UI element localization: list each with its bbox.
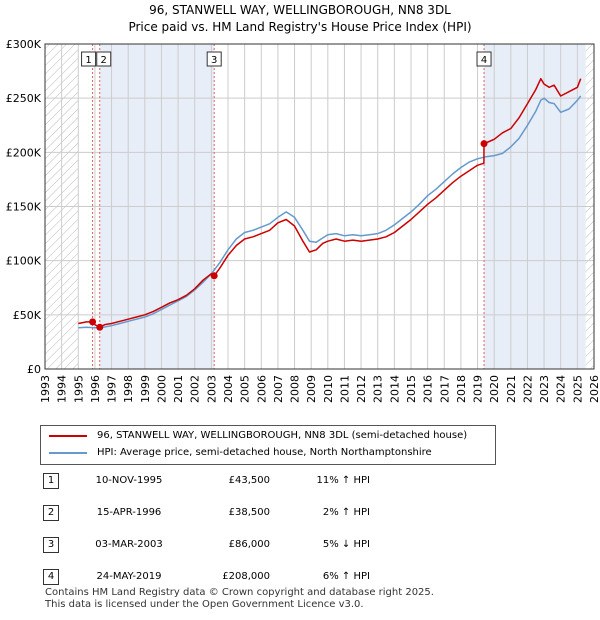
sale-number: 4 [43, 569, 59, 585]
sale-price: £86,000 [228, 539, 270, 550]
y-tick-label: £250K [6, 92, 42, 105]
x-tick-label: 2023 [538, 375, 551, 403]
x-tick-label: 2004 [222, 375, 235, 403]
y-tick-label: £50K [13, 309, 42, 322]
sale-number-box [206, 51, 222, 67]
sale-number-box [81, 51, 97, 67]
sale-number-box [96, 51, 112, 67]
x-tick-label: 2021 [505, 375, 518, 403]
legend-hpi-label: HPI: Average price, semi-detached house,… [97, 447, 432, 458]
x-tick-label: 2024 [555, 375, 568, 403]
legend: 96, STANWELL WAY, WELLINGBOROUGH, NN8 3D… [40, 425, 496, 465]
sale-row: 4 24-MAY-2019 £208,000 6% ↑ HPI [40, 567, 480, 587]
sale-price: £43,500 [228, 475, 270, 486]
sale-number: 3 [43, 537, 59, 553]
axes [44, 43, 595, 370]
x-tick-label: 1997 [106, 375, 119, 403]
sale-row: 3 03-MAR-2003 £86,000 5% ↓ HPI [40, 535, 480, 555]
gridlines [44, 43, 595, 370]
y-tick-label: £100K [6, 255, 42, 268]
sale-hpi-diff: 2% ↑ HPI [322, 507, 370, 518]
x-tick-label: 2006 [255, 375, 268, 403]
sale-marker [480, 140, 488, 148]
x-tick-label: 2007 [272, 375, 285, 403]
legend-item-price: 96, STANWELL WAY, WELLINGBOROUGH, NN8 3D… [49, 428, 467, 444]
x-tick-label: 2018 [455, 375, 468, 403]
footer-line-1: Contains HM Land Registry data © Crown c… [45, 587, 434, 598]
x-tick-label: 2002 [189, 375, 202, 403]
x-tick-label: 2016 [422, 375, 435, 403]
series-lines [78, 77, 582, 329]
x-tick-label: 1998 [122, 375, 135, 403]
footer-line-2: This data is licensed under the Open Gov… [45, 599, 364, 610]
hpi-series-line [78, 95, 582, 329]
x-tick-label: 2013 [372, 375, 385, 403]
x-tick-labels: 1993 1994 1995 1996 1997 1998 1999 2000 2001 2002… [39, 375, 600, 403]
x-tick-label: 2009 [305, 375, 318, 403]
sale-hpi-diff: 5% ↓ HPI [322, 539, 370, 550]
sale-hpi-diff: 6% ↑ HPI [322, 571, 370, 582]
footer: Contains HM Land Registry data © Crown c… [45, 587, 434, 611]
title-line-2: Price paid vs. HM Land Registry's House … [128, 20, 472, 34]
sale-price: £38,500 [228, 507, 270, 518]
sale-markers [89, 140, 488, 331]
x-tick-label: 2010 [322, 375, 335, 403]
sale-hpi-diff: 11% ↑ HPI [316, 475, 370, 486]
x-tick-label: 1999 [139, 375, 152, 403]
sale-number-label: 4 [481, 55, 487, 66]
x-tick-label: 1995 [72, 375, 85, 403]
hpi-line-swatch [49, 452, 87, 454]
x-tick-label: 2019 [472, 375, 485, 403]
x-tick-label: 1994 [56, 375, 69, 403]
x-tick-label: 2003 [205, 375, 218, 403]
x-tick-label: 2022 [521, 375, 534, 403]
sale-marker [210, 272, 218, 280]
x-tick-label: 2000 [155, 375, 168, 403]
sale-number-label: 2 [101, 55, 107, 66]
sale-date: 10-NOV-1995 [95, 475, 163, 486]
x-tick-label: 1993 [39, 375, 52, 403]
sale-number: 1 [43, 473, 59, 489]
x-tick-label: 2015 [405, 375, 418, 403]
x-tick-label: 2017 [438, 375, 451, 403]
sale-row: 1 10-NOV-1995 £43,500 11% ↑ HPI [40, 471, 480, 491]
sale-number-box [476, 51, 492, 67]
x-tick-label: 2001 [172, 375, 185, 403]
x-tick-label: 2014 [388, 375, 401, 403]
sale-marker [89, 318, 97, 326]
sale-marker [96, 323, 104, 331]
sale-number-label: 1 [85, 55, 91, 66]
x-tick-label: 1996 [89, 375, 102, 403]
sale-date: 15-APR-1996 [96, 507, 162, 518]
x-tick-label: 2012 [355, 375, 368, 403]
x-tick-label: 2011 [338, 375, 351, 403]
price-series-line [78, 77, 582, 329]
y-tick-label: £200K [6, 146, 42, 159]
x-tick-label: 2008 [289, 375, 302, 403]
plot-frame [44, 43, 595, 370]
y-tick-label: £0 [27, 363, 41, 376]
sale-date: 24-MAY-2019 [96, 571, 162, 582]
price-line-swatch [49, 435, 87, 437]
legend-price-label: 96, STANWELL WAY, WELLINGBOROUGH, NN8 3D… [97, 430, 468, 441]
x-tick-label: 2020 [488, 375, 501, 403]
x-tick-label: 2005 [239, 375, 252, 403]
x-tick-label: 2025 [571, 375, 584, 403]
chart-title: 96, STANWELL WAY, WELLINGBOROUGH, NN8 3D… [0, 2, 600, 36]
sale-row: 2 15-APR-1996 £38,500 2% ↑ HPI [40, 503, 480, 523]
legend-item-hpi: HPI: Average price, semi-detached house,… [49, 445, 432, 461]
sale-number: 2 [43, 505, 59, 521]
sale-date: 03-MAR-2003 [95, 539, 163, 550]
x-tick-label: 2026 [588, 375, 600, 403]
title-line-1: 96, STANWELL WAY, WELLINGBOROUGH, NN8 3D… [149, 3, 451, 17]
y-tick-label: £300K [6, 38, 42, 51]
sale-price: £208,000 [222, 571, 270, 582]
y-tick-labels: £0 £50K £100K £150K £200K £250K £300K [6, 38, 42, 376]
sale-number-label: 3 [211, 55, 217, 66]
y-tick-label: £150K [6, 201, 42, 214]
